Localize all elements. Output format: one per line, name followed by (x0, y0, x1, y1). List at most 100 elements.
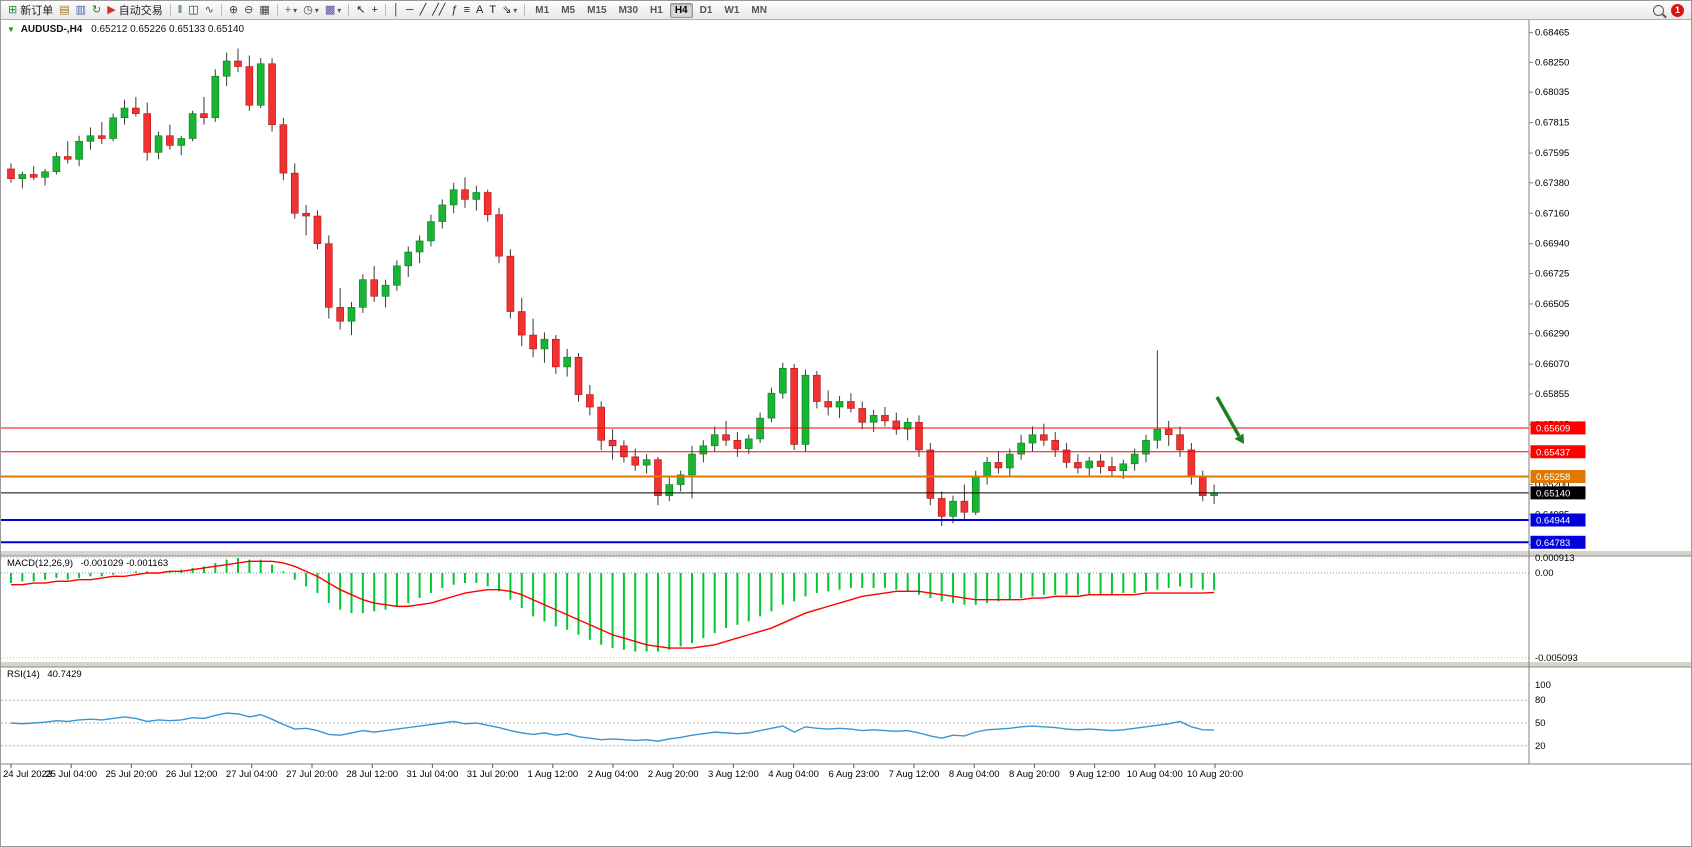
candle-up (381, 284, 390, 297)
timeframe-m30-button[interactable]: M30 (618, 4, 639, 16)
candle-down (268, 63, 276, 125)
candle-down (370, 279, 379, 297)
candle-up (52, 156, 61, 173)
vertical-line-button[interactable]: │ (390, 2, 403, 18)
candle-up (438, 204, 447, 222)
panel-splitter[interactable] (1, 662, 1692, 667)
fibonacci-retracement-icon: ƒ (451, 3, 458, 16)
candle-up (41, 171, 49, 178)
candle-down (336, 307, 344, 322)
ohlc-bars-button[interactable]: ‖ (175, 2, 186, 18)
periods-button[interactable]: ◷ ▾ (300, 2, 322, 18)
price-level-tag: 0.65258 (1536, 472, 1570, 483)
timeframe-w1-button[interactable]: W1 (724, 4, 740, 16)
timeframe-h1-button[interactable]: H1 (650, 4, 663, 16)
time-axis-label: 8 Aug 20:00 (1009, 769, 1060, 780)
cycle-lines-icon: ≡ (463, 3, 470, 16)
candle-down (926, 449, 935, 499)
cursor-button[interactable]: ↖ (353, 2, 368, 18)
dropdown-caret-icon: ▾ (293, 5, 298, 15)
rsi-axis-tick: 20 (1535, 741, 1546, 752)
candle-down (608, 439, 617, 447)
text-label-button[interactable]: T (486, 2, 499, 18)
chart-plot-area[interactable] (1, 19, 1529, 551)
time-axis-label: 25 Jul 04:00 (45, 769, 97, 780)
timeframe-m5-button[interactable]: M5 (561, 4, 576, 16)
symbol-title: AUDUSD-,H4 (20, 24, 83, 35)
timeframe-d1-button[interactable]: D1 (699, 4, 713, 16)
crosshair-icon: + (371, 3, 378, 16)
chart-symbol-header: ▼ AUDUSD-,H4 0.65212 0.65226 0.65133 0.6… (7, 24, 244, 35)
candle-up (222, 60, 231, 77)
arrows-button[interactable]: ⇘ ▾ (499, 2, 520, 18)
rsi-panel (1, 699, 1529, 747)
candle-up (1119, 463, 1128, 472)
rsi-axis-tick: 50 (1535, 718, 1546, 729)
candle-down (166, 135, 174, 146)
candle-down (881, 415, 889, 422)
charts-list-button[interactable]: ▤ (56, 2, 72, 18)
refresh-button[interactable]: ↻ (89, 2, 104, 18)
dropdown-caret-icon: ▾ (513, 5, 518, 15)
candle-up (540, 338, 549, 350)
text-icon: A (475, 3, 484, 16)
rsi-value: 40.7429 (47, 669, 82, 680)
crosshair-button[interactable]: + (368, 2, 380, 18)
candle-up (1028, 434, 1037, 444)
candle-up (415, 240, 424, 253)
timeframe-h4-button[interactable]: H4 (669, 2, 693, 18)
cycle-lines-button[interactable]: ≡ (461, 2, 473, 18)
timeframe-m15-button[interactable]: M15 (587, 4, 607, 16)
down-trend-arrow-annotation[interactable] (1215, 396, 1244, 444)
candle-up (75, 140, 83, 160)
candle-up (835, 401, 844, 408)
auto-trading-button[interactable]: ▶ 自动交易 (104, 2, 165, 18)
trendline-button[interactable]: ╱ (417, 2, 430, 18)
symbol-dropdown-icon[interactable]: ▼ (7, 25, 15, 34)
line-chart-button[interactable]: ∿ (202, 2, 217, 18)
indicators-button[interactable]: + ▾ (282, 2, 300, 18)
candle-up (1142, 439, 1150, 455)
templates-button[interactable]: ▩ ▾ (322, 2, 344, 18)
time-axis-label: 27 Jul 20:00 (286, 769, 338, 780)
clock-icon: ◷ (303, 3, 313, 16)
candle-up (1085, 460, 1094, 469)
candle-up (211, 75, 220, 119)
tile-windows-button[interactable]: ▦ (256, 2, 272, 18)
panel-splitter[interactable] (1, 551, 1692, 556)
candle-up (699, 445, 708, 455)
equidistant-channel-icon: ╱╱ (432, 3, 446, 16)
candle-down (1164, 428, 1173, 436)
candle-down (1051, 439, 1059, 451)
price-axis-tick: 0.66940 (1535, 239, 1569, 250)
notification-badge[interactable]: 1 (1671, 3, 1684, 17)
price-level-tags: 0.65609 0.65437 0.65258 0.65140 0.64944 0.647… (1530, 421, 1586, 549)
rsi-axis-tick: 100 (1535, 680, 1551, 691)
candle-up (665, 484, 674, 496)
candle-up (710, 434, 719, 447)
new-order-button[interactable]: ⊞ 新订单 (5, 2, 56, 18)
candle-up (86, 135, 95, 142)
candle-up (756, 417, 764, 440)
timeframe-m1-button[interactable]: M1 (535, 4, 550, 16)
timeframe-mn-button[interactable]: MN (751, 4, 767, 16)
candle-down (483, 192, 492, 215)
horizontal-line-button[interactable]: ─ (403, 2, 417, 18)
search-icon[interactable] (1653, 4, 1664, 16)
candle-down (63, 156, 72, 160)
text-button[interactable]: A (473, 2, 486, 18)
time-axis-label: 25 Jul 20:00 (106, 769, 158, 780)
zoom-in-button[interactable]: ⊕ (226, 2, 241, 18)
profile-button[interactable]: ▥ (73, 2, 89, 18)
toolbar-separator (276, 4, 278, 16)
fibonacci-button[interactable]: ƒ (448, 2, 460, 18)
channel-button[interactable]: ╱╱ (429, 2, 448, 18)
candlestick-chart-button[interactable]: ◫ (185, 2, 201, 18)
time-axis-label: 9 Aug 12:00 (1069, 769, 1120, 780)
zoom-out-button[interactable]: ⊖ (241, 2, 256, 18)
candle-up (393, 265, 401, 286)
price-level-tag: 0.64944 (1536, 515, 1570, 526)
price-axis-tick: 0.68035 (1535, 87, 1569, 98)
